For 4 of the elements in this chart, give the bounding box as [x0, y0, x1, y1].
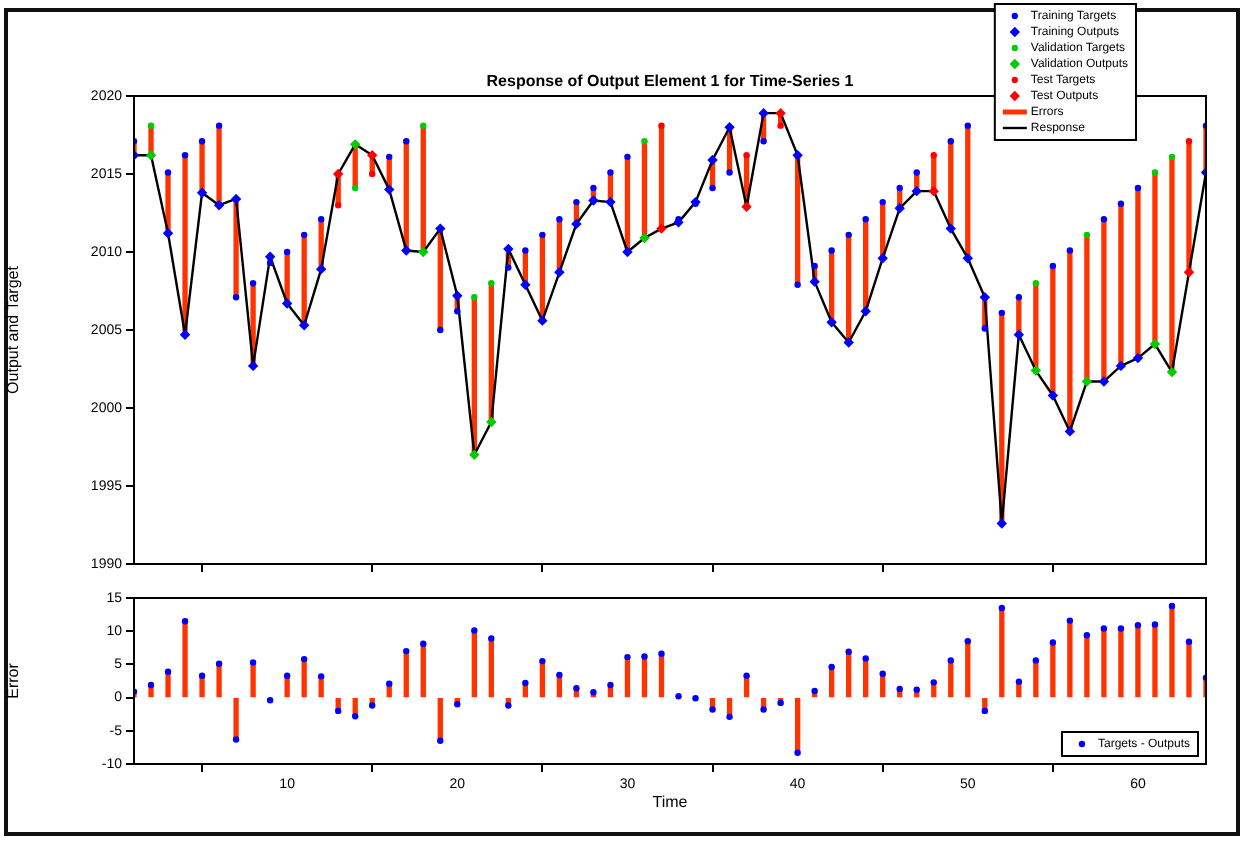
x-axis-title: Time — [652, 792, 689, 811]
y-axis-title: Output and Target — [4, 264, 23, 394]
y-axis-title: Error — [4, 662, 23, 699]
chart-title: Response of Output Element 1 for Time-Series 1 — [486, 72, 855, 91]
